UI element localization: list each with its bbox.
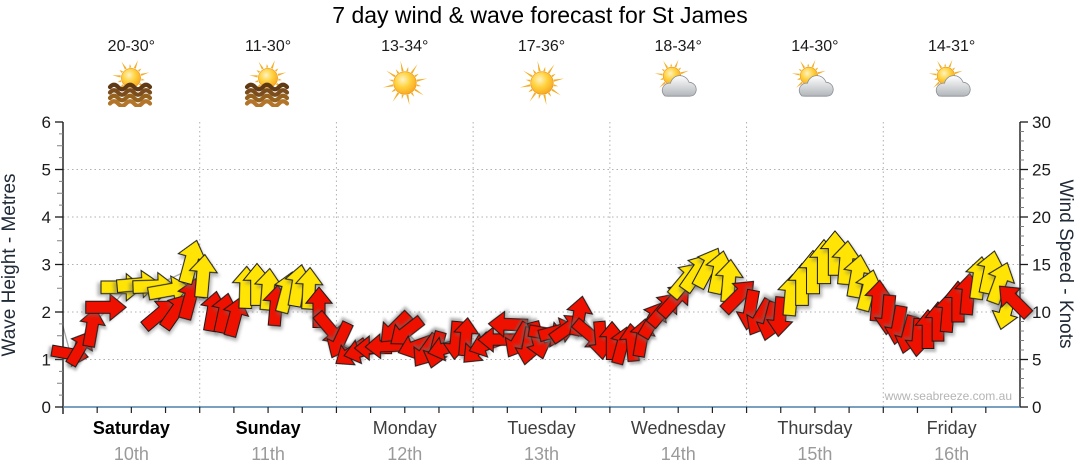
sunny-icon <box>381 59 429 107</box>
day-label: Wednesday <box>631 418 726 438</box>
watermark: www.seabreeze.com.au <box>884 389 1012 403</box>
wind-arrow <box>187 253 218 298</box>
day-column-thursday: 14-30° <box>767 38 863 112</box>
wave-axis-tick-label: 5 <box>42 161 51 180</box>
day-label: Monday <box>373 418 437 438</box>
day-label: Saturday <box>93 418 170 438</box>
date-label: 11th <box>251 444 285 464</box>
sunny-icon <box>518 59 566 107</box>
date-label: 14th <box>661 444 696 464</box>
wind-axis-tick-label: 5 <box>1032 351 1041 370</box>
sun-over-water-icon <box>244 59 292 107</box>
wave-axis-tick-label: 4 <box>42 208 51 227</box>
date-label: 10th <box>114 444 149 464</box>
date-label: 12th <box>387 444 422 464</box>
day-label: Sunday <box>236 418 301 438</box>
wave-axis-tick-label: 0 <box>42 398 51 417</box>
wave-axis-tick-label: 2 <box>42 303 51 322</box>
temp-range-label: 11-30° <box>244 38 292 55</box>
day-column-tuesday: 17-36° <box>494 38 590 112</box>
wind-arrow <box>86 294 126 320</box>
sun-over-water-icon <box>107 59 155 107</box>
sun-cloud-icon <box>654 59 702 107</box>
temp-range-label: 13-34° <box>381 38 429 55</box>
day-label: Thursday <box>777 418 852 438</box>
wind-axis-tick-label: 30 <box>1032 113 1051 132</box>
temp-range-label: 14-31° <box>927 38 976 55</box>
day-column-sunday: 11-30° <box>220 38 316 112</box>
date-label: 13th <box>524 444 559 464</box>
day-column-monday: 13-34° <box>357 38 453 112</box>
wind-arrow <box>76 306 108 349</box>
wind-axis-tick-label: 15 <box>1032 256 1051 275</box>
date-label: 16th <box>934 444 969 464</box>
date-label: 15th <box>797 444 832 464</box>
temp-range-label: 18-34° <box>654 38 702 55</box>
page-title: 7 day wind & wave forecast for St James <box>332 2 748 28</box>
temp-range-label: 17-36° <box>517 38 566 55</box>
wind-arrow <box>294 267 323 310</box>
wind-arrow <box>306 287 332 327</box>
temp-range-label: 20-30° <box>107 38 155 55</box>
wind-arrows-group <box>50 231 1038 373</box>
day-column-friday: 14-31° <box>904 38 1000 112</box>
sun-cloud-icon <box>928 59 976 107</box>
wave-axis-tick-label: 3 <box>42 256 51 275</box>
wind-arrow <box>990 277 1038 325</box>
day-column-saturday: 20-30° <box>83 38 179 112</box>
wind-axis-tick-label: 0 <box>1032 398 1041 417</box>
wind-axis-title: Wind Speed - Knots <box>1055 180 1076 349</box>
temp-range-label: 14-30° <box>791 38 839 55</box>
day-column-wednesday: 18-34° <box>630 38 726 112</box>
wind-axis-tick-label: 10 <box>1032 303 1051 322</box>
wave-axis-tick-label: 6 <box>42 113 51 132</box>
wind-axis-tick-label: 25 <box>1032 161 1051 180</box>
sun-cloud-icon <box>791 59 839 107</box>
day-label: Friday <box>927 418 977 438</box>
day-label: Tuesday <box>507 418 575 438</box>
wave-axis-tick-label: 1 <box>42 351 51 370</box>
wave-axis-title: Wave Height - Metres <box>0 173 20 356</box>
wind-axis-tick-label: 20 <box>1032 208 1051 227</box>
wind-arrow <box>980 258 1020 307</box>
